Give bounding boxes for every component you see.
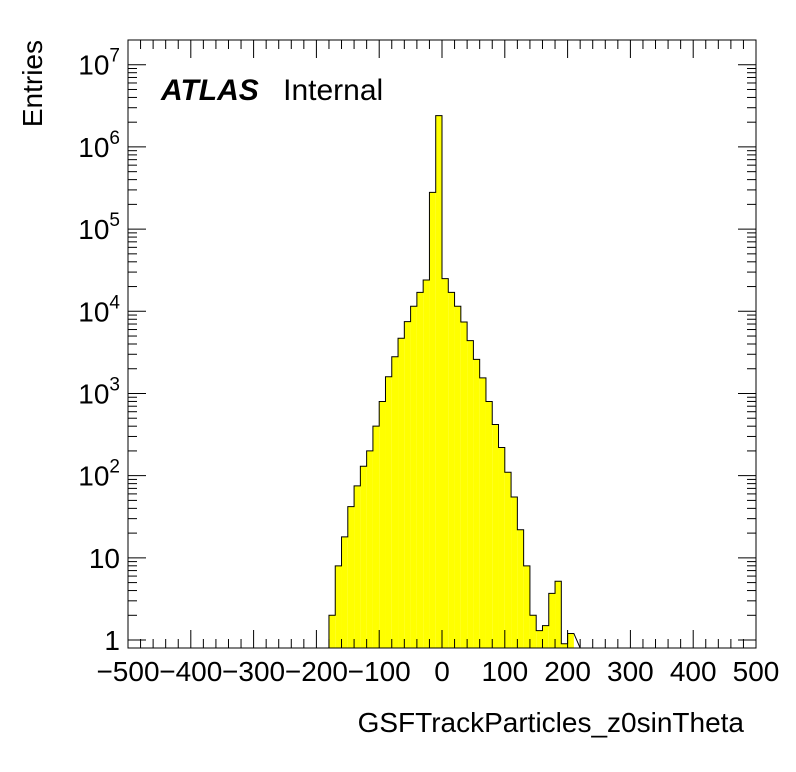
atlas-label: ATLAS Internal	[160, 74, 383, 107]
histogram-bin	[398, 338, 405, 648]
histogram-bin	[360, 466, 367, 648]
x-tick-label: −400	[159, 656, 222, 687]
y-axis-label: Entries	[17, 40, 48, 127]
histogram-bin	[561, 643, 568, 648]
histogram-bin	[473, 359, 480, 648]
x-tick-label: 0	[434, 656, 450, 687]
x-tick-label: −300	[222, 656, 285, 687]
y-tick-label: 103	[78, 374, 120, 409]
histogram-bin	[479, 377, 486, 648]
histogram-bin	[460, 322, 468, 648]
histogram-bin	[347, 506, 355, 648]
axis-ticks	[127, 39, 757, 648]
histogram-bin	[385, 376, 392, 648]
histogram-outline	[328, 115, 581, 649]
histogram-bin	[391, 356, 399, 648]
atlas-status-label: Internal	[283, 74, 383, 107]
histogram-bin	[435, 115, 442, 648]
y-tick-label: 104	[78, 292, 120, 327]
histogram-bin	[335, 565, 342, 648]
histogram-bin	[485, 401, 493, 648]
histogram-bin	[567, 633, 574, 648]
x-tick-label: −200	[285, 656, 348, 687]
histogram-bin	[354, 485, 361, 648]
x-tick-label: 100	[481, 656, 528, 687]
y-tick-label: 105	[78, 210, 120, 245]
histogram-bin	[448, 292, 455, 648]
x-tick-labels: −500 −400 −300 −200 −100 0 100 200 300 400 500	[96, 656, 779, 687]
histogram-bin	[536, 630, 543, 648]
x-tick-label: 400	[670, 656, 717, 687]
histogram-bin	[529, 615, 537, 648]
x-axis-label: GSFTrackParticles_z0sinTheta	[358, 707, 745, 738]
x-tick-label: 300	[607, 656, 654, 687]
histogram-bars	[328, 115, 581, 649]
histogram-bin	[416, 292, 424, 648]
histogram-bin	[523, 565, 530, 648]
histogram-bin	[372, 426, 380, 648]
histogram-bin	[517, 529, 524, 648]
y-tick-label: 10	[89, 543, 120, 574]
histogram-bin	[404, 321, 411, 648]
histogram-bin	[366, 450, 373, 648]
histogram-bin	[542, 625, 549, 648]
histogram-bin	[410, 306, 417, 648]
histogram-bin	[492, 424, 499, 648]
histogram-bin	[504, 472, 512, 648]
x-tick-label: 500	[733, 656, 780, 687]
atlas-label-bold: ATLAS	[160, 74, 259, 107]
y-tick-label: 106	[78, 128, 120, 163]
histogram-bin	[379, 401, 386, 648]
x-tick-label: −100	[348, 656, 411, 687]
histogram-bin	[511, 497, 518, 648]
histogram-bin	[328, 615, 336, 648]
histogram-bin	[423, 280, 430, 648]
x-tick-label: −500	[96, 656, 159, 687]
histogram-bin	[454, 306, 461, 648]
x-tick-label: 200	[544, 656, 591, 687]
histogram-bin	[467, 340, 474, 648]
histogram-bin	[555, 581, 562, 648]
y-tick-labels: 1 10 102 103 104 105 106 107	[78, 46, 120, 656]
histogram-bin	[341, 536, 348, 648]
y-tick-label: 102	[78, 457, 120, 492]
histogram-bin	[548, 593, 556, 648]
y-tick-label: 107	[78, 46, 120, 81]
histogram-bin	[442, 278, 449, 648]
histogram-bin	[429, 192, 436, 649]
histogram-bin	[498, 447, 505, 648]
y-tick-label: 1	[104, 625, 120, 656]
